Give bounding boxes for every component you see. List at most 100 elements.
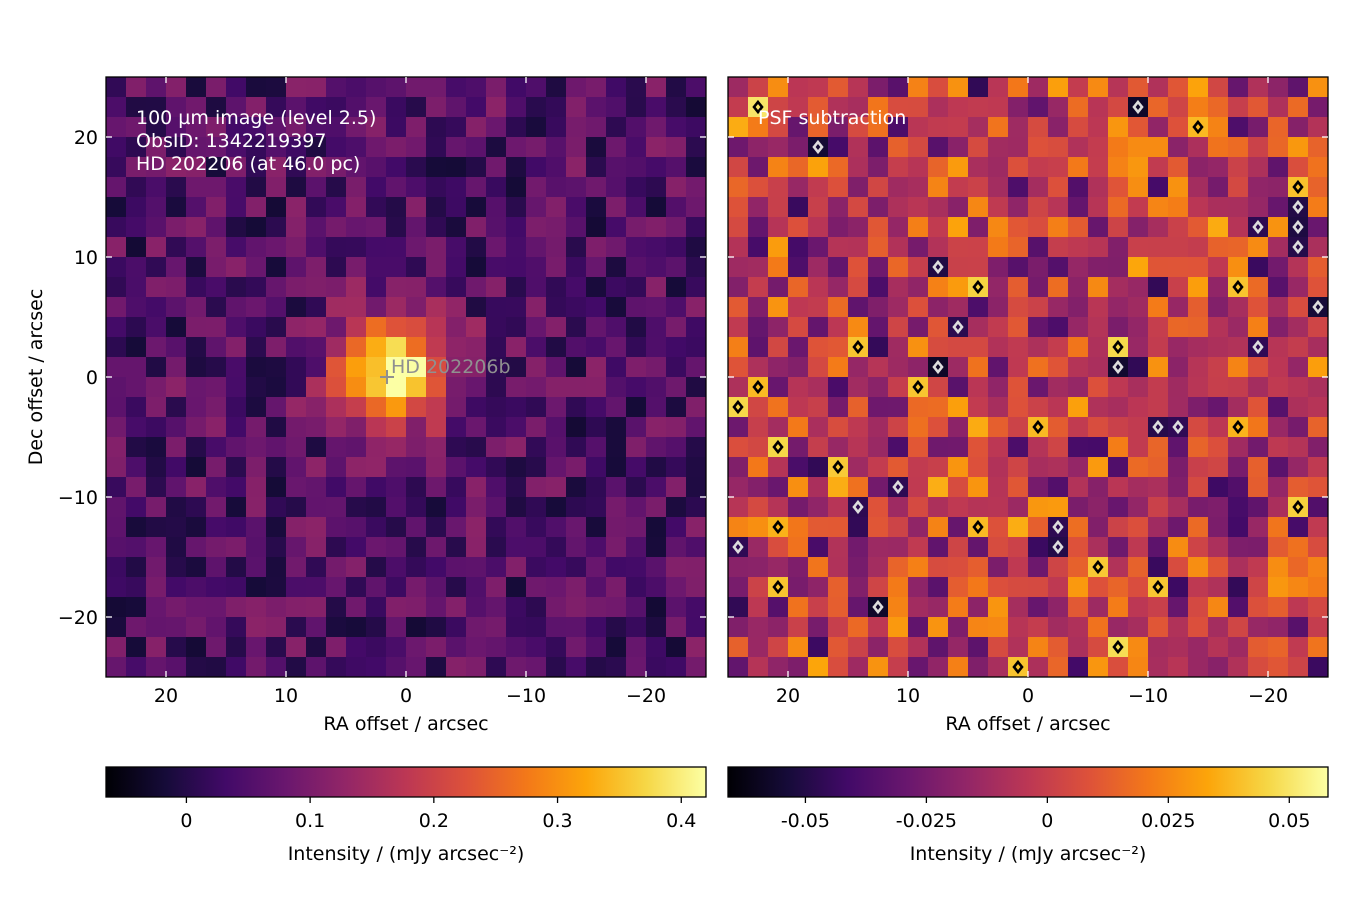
heatmap-cell xyxy=(446,597,467,618)
heatmap-cell xyxy=(1108,257,1129,278)
heatmap-cell xyxy=(848,517,869,538)
heatmap-cell xyxy=(546,637,567,658)
heatmap-cell xyxy=(586,217,607,238)
heatmap-cell xyxy=(406,397,427,418)
heatmap-cell xyxy=(888,657,909,677)
heatmap-cell xyxy=(486,277,507,298)
heatmap-cell xyxy=(206,137,227,158)
heatmap-cell xyxy=(828,617,849,638)
heatmap-cell xyxy=(246,557,267,578)
heatmap-cell xyxy=(626,97,647,118)
heatmap-cell xyxy=(968,157,989,178)
heatmap-cell xyxy=(1288,637,1309,658)
heatmap-cell xyxy=(1208,277,1229,298)
heatmap-cell xyxy=(1188,517,1209,538)
heatmap-cell xyxy=(506,257,527,278)
heatmap-cell xyxy=(686,437,706,458)
heatmap-cell xyxy=(1148,277,1169,298)
heatmap-cell xyxy=(1168,537,1189,558)
heatmap-cell xyxy=(728,537,749,558)
heatmap-cell xyxy=(1028,297,1049,318)
heatmap-cell xyxy=(226,177,247,198)
heatmap-cell xyxy=(226,397,247,418)
heatmap-cell xyxy=(506,117,527,138)
heatmap-cell xyxy=(606,537,627,558)
heatmap-cell xyxy=(466,437,487,458)
heatmap-cell xyxy=(968,437,989,458)
heatmap-cell xyxy=(206,157,227,178)
heatmap-cell xyxy=(1108,397,1129,418)
heatmap-cell xyxy=(1028,457,1049,478)
heatmap-cell xyxy=(246,317,267,338)
y-tick-label: 0 xyxy=(86,367,98,389)
heatmap-cell xyxy=(1228,417,1249,438)
heatmap-cell xyxy=(166,397,187,418)
heatmap-cell xyxy=(768,457,789,478)
heatmap-cell xyxy=(848,557,869,578)
heatmap-cell xyxy=(988,217,1009,238)
heatmap-cell xyxy=(526,317,547,338)
heatmap-cell xyxy=(666,317,687,338)
heatmap-cell xyxy=(948,217,969,238)
heatmap-cell xyxy=(968,417,989,438)
heatmap-cell xyxy=(1228,537,1249,558)
heatmap-cell xyxy=(226,577,247,598)
right-panel: 20 10 0 −10 −20 PSF subtraction RA offset / … xyxy=(727,76,1329,865)
heatmap-cell xyxy=(106,577,127,598)
heatmap-cell xyxy=(868,437,889,458)
heatmap-cell xyxy=(446,297,467,318)
heatmap-cell xyxy=(666,177,687,198)
heatmap-cell xyxy=(948,397,969,418)
heatmap-cell xyxy=(848,137,869,158)
heatmap-cell xyxy=(226,537,247,558)
heatmap-cell xyxy=(1248,417,1269,438)
heatmap-cell xyxy=(206,177,227,198)
positive-contour xyxy=(852,339,864,355)
negative-contour xyxy=(932,259,944,275)
heatmap-cell xyxy=(606,457,627,478)
heatmap-cell xyxy=(748,377,769,398)
heatmap-cell xyxy=(286,297,307,318)
heatmap-cell xyxy=(968,377,989,398)
heatmap-cell xyxy=(948,417,969,438)
heatmap-cell xyxy=(546,557,567,578)
heatmap-cell xyxy=(346,397,367,418)
heatmap-cell xyxy=(1148,217,1169,238)
heatmap-cell xyxy=(306,517,327,538)
heatmap-cell xyxy=(466,397,487,418)
heatmap-cell xyxy=(266,277,287,298)
heatmap-cell xyxy=(326,397,347,418)
heatmap-cell xyxy=(506,197,527,218)
heatmap-cell xyxy=(868,297,889,318)
heatmap-cell xyxy=(1108,517,1129,538)
heatmap-cell xyxy=(686,337,706,358)
heatmap-cell xyxy=(908,177,929,198)
heatmap-cell xyxy=(606,617,627,638)
heatmap-cell xyxy=(1168,577,1189,598)
heatmap-cell xyxy=(606,577,627,598)
heatmap-cell xyxy=(286,357,307,378)
heatmap-cell xyxy=(928,117,949,138)
heatmap-cell xyxy=(808,477,829,498)
heatmap-cell xyxy=(1068,97,1089,118)
heatmap-cell xyxy=(1308,657,1328,677)
heatmap-cell xyxy=(406,137,427,158)
negative-contour xyxy=(1052,519,1064,535)
heatmap-cell xyxy=(888,317,909,338)
heatmap-cell xyxy=(728,477,749,498)
heatmap-cell xyxy=(848,317,869,338)
heatmap-cell xyxy=(1108,657,1129,677)
heatmap-cell xyxy=(106,597,127,618)
heatmap-cell xyxy=(1288,477,1309,498)
heatmap-cell xyxy=(988,657,1009,677)
heatmap-cell xyxy=(566,397,587,418)
heatmap-cell xyxy=(446,117,467,138)
heatmap-cell xyxy=(808,317,829,338)
heatmap-cell xyxy=(486,97,507,118)
heatmap-cell xyxy=(106,317,127,338)
positive-contour xyxy=(1232,279,1244,295)
heatmap-cell xyxy=(126,217,147,238)
colorbar-tick-label: 0.05 xyxy=(1268,810,1310,832)
heatmap-cell xyxy=(1308,557,1328,578)
heatmap-cell xyxy=(768,377,789,398)
